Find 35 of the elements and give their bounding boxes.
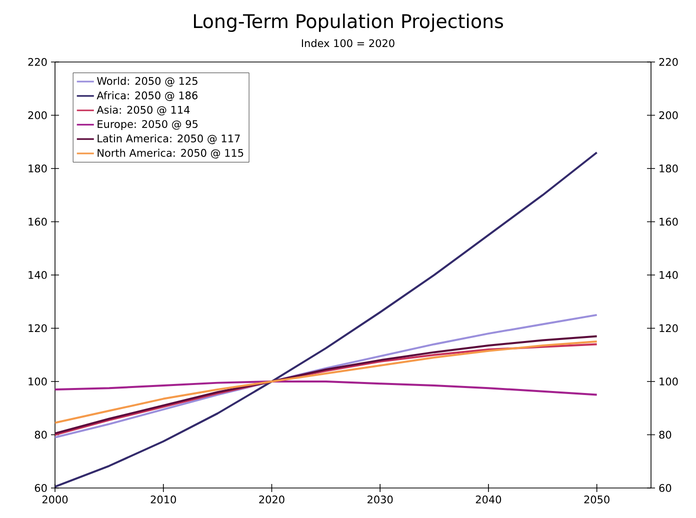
y2-tick-label: 140 — [660, 271, 678, 279]
x-tick-label: 2030 — [368, 496, 393, 504]
y2-tick-label: 120 — [660, 324, 678, 332]
y2-tick-label: 160 — [660, 218, 678, 226]
legend-label: Africa: 2050 @ 186 — [96, 91, 198, 101]
chart-title: Long-Term Population Projections — [194, 14, 503, 32]
legend-label: Europe: 2050 @ 95 — [98, 120, 198, 130]
line-series — [55, 314, 598, 438]
legend-label: World: 2050 @ 125 — [97, 76, 198, 87]
y-tick-label: 100 — [28, 378, 47, 386]
y-tick-label: 200 — [28, 111, 47, 120]
x-tick-label: 2020 — [259, 496, 284, 504]
line-series — [55, 380, 598, 396]
legend-label: Asia: 2050 @ 114 — [96, 106, 190, 116]
y-tick-label: 220 — [28, 58, 47, 66]
legend-label: North America: 2050 @ 115 — [98, 148, 244, 159]
y2-tick-label: 180 — [660, 164, 678, 172]
x-tick-label: 2000 — [42, 496, 68, 504]
y-tick-label: 60 — [34, 484, 47, 492]
y-tick-label: 140 — [28, 271, 47, 279]
y-tick-label: 180 — [28, 164, 47, 172]
line-series — [55, 340, 598, 424]
y2-tick-label: 60 — [659, 484, 672, 492]
y2-tick-label: 220 — [659, 58, 678, 66]
y-tick-label: 80 — [34, 430, 47, 439]
y2-tick-label: 100 — [660, 378, 678, 386]
chart-subtitle: Index 100 = 2020 — [302, 39, 394, 48]
y-tick-label: 160 — [28, 218, 47, 226]
y2-tick-label: 80 — [659, 430, 672, 439]
x-tick-label: 2050 — [584, 496, 610, 504]
x-tick-label: 2010 — [150, 496, 176, 504]
legend-label: Latin America: 2050 @ 117 — [98, 134, 240, 144]
x-tick-label: 2040 — [476, 496, 502, 504]
y-tick-label: 120 — [28, 324, 47, 332]
y2-tick-label: 200 — [659, 111, 678, 120]
